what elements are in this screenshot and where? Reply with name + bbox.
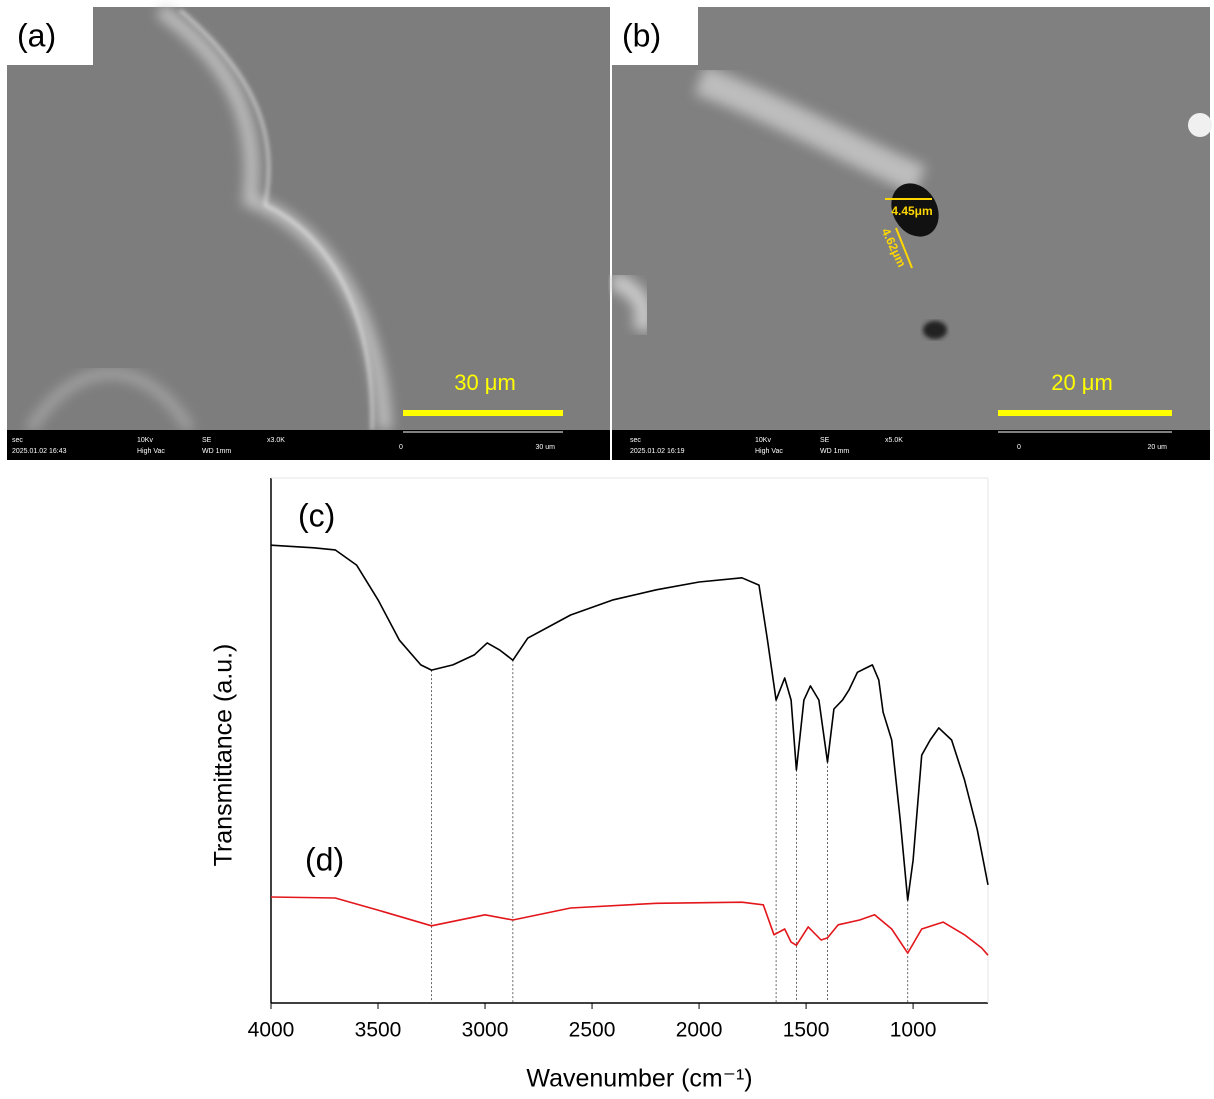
panel-label: (a) [17,17,56,53]
info-text: 30 um [536,444,556,451]
info-text: SE [202,437,212,444]
figure: 4000 3500 3000 2500 2000 1500 1000 Wavenumber (… [0,0,1214,1099]
info-text: 20 um [1148,444,1168,451]
series-label: (d) [305,841,344,877]
sem-image-a [7,7,610,460]
x-tick-label: 4000 [248,1019,295,1042]
spectrum-line [271,545,988,900]
info-text: x5.0K [885,437,903,444]
y-axis-title: Transmittance (a.u.) [210,644,238,867]
info-text: SE [820,437,830,444]
info-text: 0 [399,444,403,451]
info-text: sec [12,437,23,444]
info-text: 10Kv [755,437,771,444]
ftir-chart: 4000 3500 3000 2500 2000 1500 1000 Wavenumber (… [210,478,988,1093]
scale-bar-label: 20 μm [1051,370,1113,395]
info-text: High Vac [755,448,783,455]
panel-label: (b) [622,17,661,53]
info-text: 2025.01.02 16:43 [12,448,67,455]
info-text: 10Kv [137,437,153,444]
info-text: sec [630,437,641,444]
x-axis-title: Wavenumber (cm⁻¹) [526,1065,752,1093]
info-text: x3.0K [267,437,285,444]
x-tick-label: 1500 [783,1019,830,1042]
series-label: (c) [298,497,335,533]
info-text: High Vac [137,448,165,455]
sem-image-b [612,7,1212,460]
x-tick-label: 1000 [890,1019,937,1042]
scale-bar-label: 30 μm [454,370,516,395]
page: 4000 3500 3000 2500 2000 1500 1000 Wavenumber (… [0,0,1214,1099]
x-tick-label: 2500 [569,1019,616,1042]
info-text: 0 [1017,444,1021,451]
x-tick-label: 3000 [462,1019,509,1042]
x-tick-label: 2000 [676,1019,723,1042]
measurement-label: 4.45μm [891,204,932,218]
spectrum-line [271,897,988,955]
info-text: 2025.01.02 16:19 [630,448,685,455]
info-text: WD 1mm [202,448,231,455]
x-tick-label: 3500 [355,1019,402,1042]
info-text: WD 1mm [820,448,849,455]
